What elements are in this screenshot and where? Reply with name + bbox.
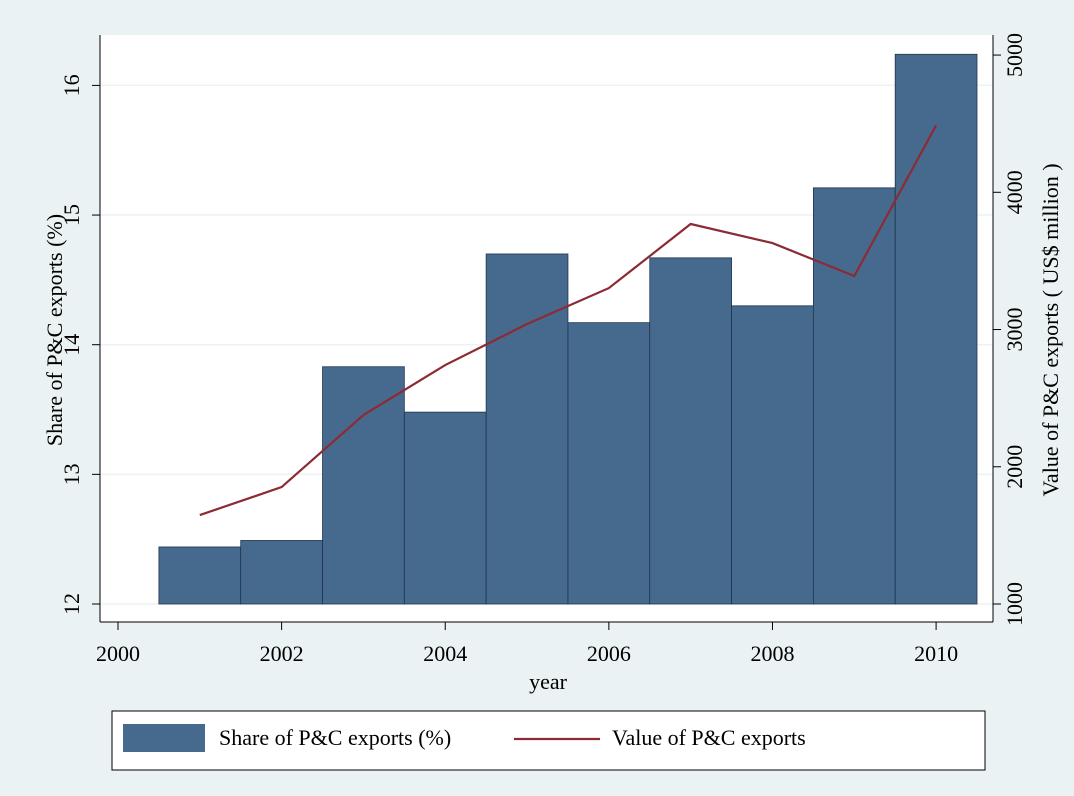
legend-swatch [123, 724, 205, 752]
y2-axis-title: Value of P&C exports ( US$ million ) [1038, 163, 1063, 496]
bar [649, 257, 732, 605]
y-tick-label: 13 [59, 463, 84, 485]
line [199, 124, 938, 517]
bar [567, 322, 651, 605]
legend [111, 710, 986, 771]
bar [731, 305, 814, 605]
bar [322, 366, 405, 605]
x-tick-label: 2000 [96, 641, 140, 666]
x-axis-title: year [529, 669, 568, 694]
y-tick-label: 15 [59, 204, 84, 226]
y2-tick-label: 1000 [1002, 582, 1027, 626]
y2-tick-label: 4000 [1002, 170, 1027, 214]
x-tick-label: 2002 [260, 641, 304, 666]
legend-label: Share of P&C exports (%) [219, 725, 451, 750]
x-tick-label: 2008 [750, 641, 794, 666]
x-tick-label: 2004 [423, 641, 467, 666]
bar [485, 253, 569, 605]
bar [812, 187, 896, 605]
bar [158, 546, 242, 605]
legend-label: Value of P&C exports [612, 725, 806, 750]
x-tick-label: 2006 [587, 641, 631, 666]
y-axis-title: Share of P&C exports (%) [42, 214, 67, 446]
y-tick-label: 16 [59, 74, 84, 96]
bar [894, 53, 978, 605]
bar [240, 540, 323, 605]
bar [403, 411, 487, 605]
y-tick-label: 14 [59, 334, 84, 356]
x-tick-label: 2010 [914, 641, 958, 666]
y2-tick-label: 5000 [1002, 33, 1027, 77]
y2-tick-label: 2000 [1002, 445, 1027, 489]
y-tick-label: 12 [59, 593, 84, 615]
y2-tick-label: 3000 [1002, 308, 1027, 352]
